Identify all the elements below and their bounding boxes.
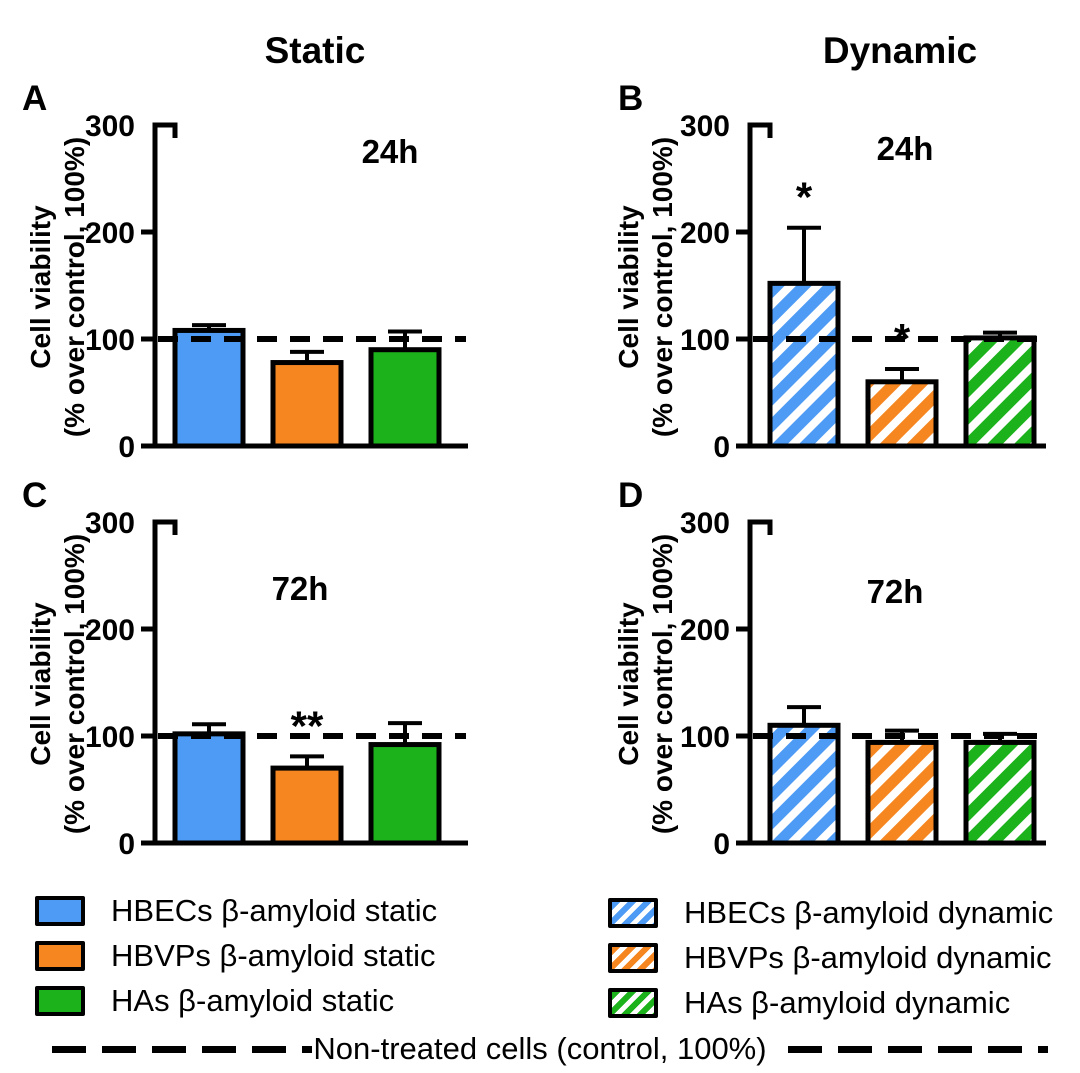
svg-text:*: * <box>894 315 911 362</box>
svg-text:72h: 72h <box>867 573 924 610</box>
svg-text:*: * <box>796 174 813 221</box>
svg-text:0: 0 <box>118 828 135 861</box>
svg-text:300: 300 <box>85 110 135 143</box>
swatch-hbvps-static <box>35 940 85 971</box>
column-header-static: Static <box>264 30 366 71</box>
panel-d: D Cell viability (% over control, 100%) … <box>540 476 1080 864</box>
svg-text:300: 300 <box>85 507 135 540</box>
panel-b: B Cell viability (% over control, 100%) … <box>540 79 1080 467</box>
svg-text:200: 200 <box>85 614 135 647</box>
swatch-has-dynamic <box>608 987 658 1018</box>
svg-text:100: 100 <box>85 721 135 754</box>
svg-text:**: ** <box>291 702 324 749</box>
svg-text:0: 0 <box>118 431 135 464</box>
legend-item-hbecs-static: HBECs β-amyloid static <box>35 888 437 933</box>
svg-text:300: 300 <box>680 110 730 143</box>
legend-item-has-static: HAs β-amyloid static <box>35 978 437 1023</box>
svg-text:0: 0 <box>713 431 730 464</box>
svg-text:24h: 24h <box>362 133 419 170</box>
chart-panel-d: 72h 0 100 200 300 <box>680 507 1046 861</box>
legend-dynamic: HBECs β-amyloid dynamic HBVPs β-amyloid … <box>608 890 1053 1025</box>
svg-text:200: 200 <box>680 217 730 250</box>
svg-text:72h: 72h <box>272 570 329 607</box>
legend-label: HAs β-amyloid static <box>111 982 395 1018</box>
svg-text:200: 200 <box>680 614 730 647</box>
control-line-legend: Non-treated cells (control, 100%) <box>0 1028 1080 1070</box>
svg-text:100: 100 <box>680 721 730 754</box>
panel-c: C Cell viability (% over control, 100%) … <box>0 476 540 864</box>
panel-d-letter: D <box>618 476 644 515</box>
svg-text:0: 0 <box>713 828 730 861</box>
panel-c-letter: C <box>22 476 48 515</box>
chart-panel-c: 72h 0 100 200 300 ** <box>85 507 468 861</box>
legend-label: HAs β-amyloid dynamic <box>684 984 1011 1020</box>
legend-item-has-dynamic: HAs β-amyloid dynamic <box>608 980 1053 1025</box>
dashed-line-segment-left <box>52 1046 312 1053</box>
legend-static: HBECs β-amyloid static HBVPs β-amyloid s… <box>35 888 437 1023</box>
legend-label: HBVPs β-amyloid static <box>111 937 436 973</box>
legend-label: HBVPs β-amyloid dynamic <box>684 939 1052 975</box>
control-line-label: Non-treated cells (control, 100%) <box>313 1031 767 1066</box>
panel-a-letter: A <box>22 79 48 118</box>
column-header-dynamic: Dynamic <box>822 30 978 71</box>
svg-text:24h: 24h <box>877 130 934 167</box>
swatch-hbecs-static <box>35 895 85 926</box>
legend-item-hbvps-dynamic: HBVPs β-amyloid dynamic <box>608 935 1053 980</box>
dashed-line-segment-right <box>788 1046 1048 1053</box>
legend-label: HBECs β-amyloid dynamic <box>684 894 1054 930</box>
svg-text:200: 200 <box>85 217 135 250</box>
panel-a: A Cell viability (% over control, 100%) … <box>0 79 540 467</box>
legend-item-hbvps-static: HBVPs β-amyloid static <box>35 933 437 978</box>
chart-panel-a: 24h 0 100 200 300 <box>85 110 468 464</box>
svg-text:300: 300 <box>680 507 730 540</box>
svg-text:100: 100 <box>680 324 730 357</box>
swatch-hbecs-dynamic <box>608 897 658 928</box>
legend-label: HBECs β-amyloid static <box>111 892 438 928</box>
swatch-hbvps-dynamic <box>608 942 658 973</box>
svg-text:100: 100 <box>85 324 135 357</box>
panel-b-letter: B <box>618 79 644 118</box>
chart-panel-b: 24h 0 100 200 300 * * <box>680 110 1046 464</box>
legend-item-hbecs-dynamic: HBECs β-amyloid dynamic <box>608 890 1053 935</box>
swatch-has-static <box>35 985 85 1016</box>
